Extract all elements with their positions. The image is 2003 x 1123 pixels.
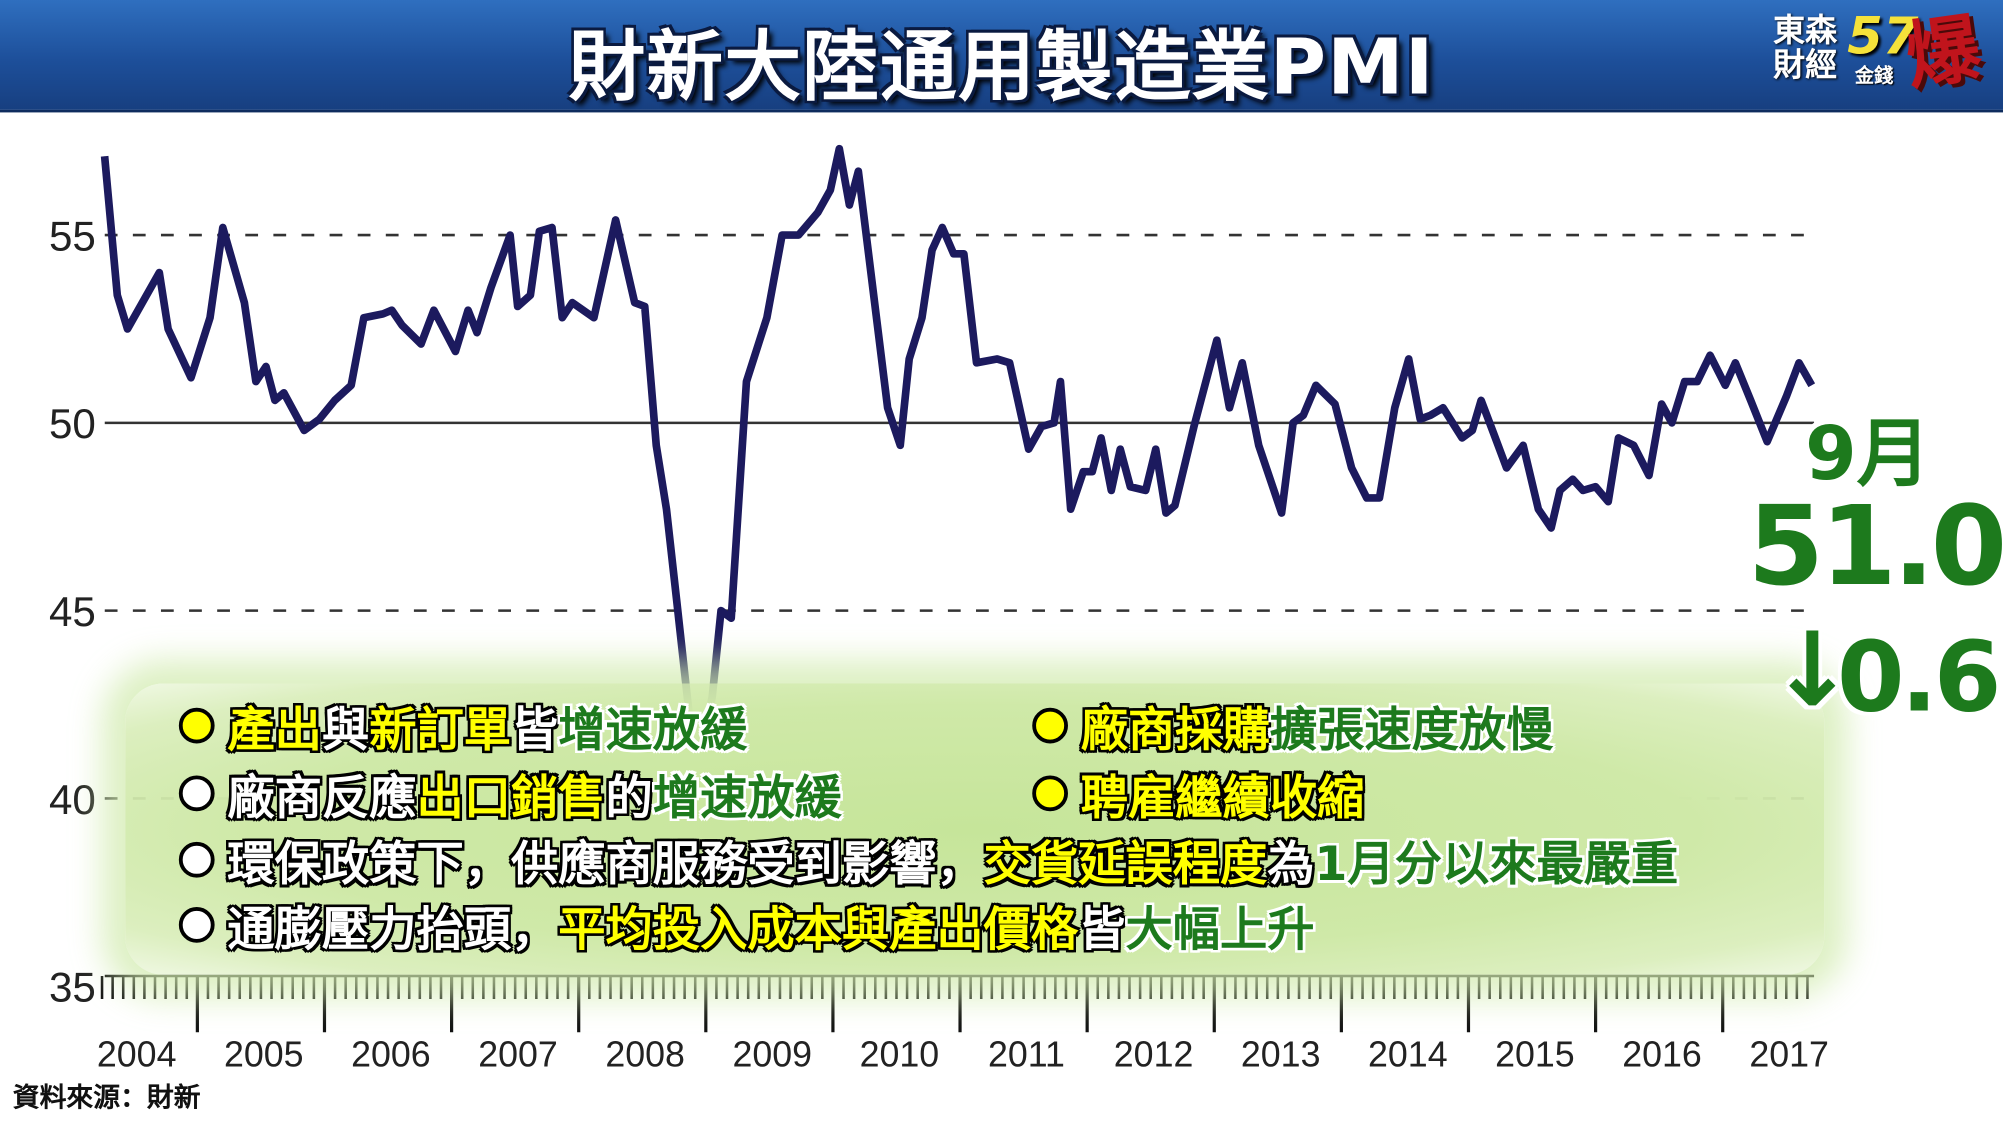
pmi-series-line [105, 149, 1812, 765]
x-tick-label: 2012 [1114, 1035, 1194, 1075]
bullet-segment: 出口銷售 [416, 770, 605, 825]
callout-change: 0.6 [1837, 620, 1998, 734]
x-tick-label: 2011 [988, 1035, 1065, 1075]
bullet-item: 環保政策下，供應商服務受到影響，交貨延誤程度為1月分以來最嚴重 [179, 837, 1678, 893]
bullet-segment: 增速放緩 [653, 770, 842, 825]
bullet-dot-icon [179, 708, 215, 744]
bullet-dot-icon [1032, 775, 1068, 811]
x-tick-label: 2013 [1241, 1035, 1321, 1075]
x-tick-label: 2007 [478, 1035, 558, 1075]
bullet-item: 廠商反應出口銷售的增速放緩 [179, 770, 842, 826]
x-tick-label: 2005 [224, 1035, 304, 1075]
bullet-segment: 皆 [511, 703, 558, 758]
x-tick-label: 2006 [351, 1035, 431, 1075]
bullet-segment: 聘雇繼續收縮 [1081, 770, 1365, 825]
bullet-segment: 平均投入成本與產出價格 [558, 902, 1078, 957]
source-note: 資料來源：財新 [13, 1077, 201, 1115]
x-tick-label: 2010 [860, 1035, 940, 1075]
y-tick-label: 50 [49, 400, 96, 447]
bullet-segment: 1月分以來最嚴重 [1315, 837, 1679, 892]
bullet-dot-icon [1032, 708, 1068, 744]
bullet-dot-icon [179, 842, 215, 878]
bullet-segment: 的 [606, 770, 653, 825]
bullet-item: 廠商採購擴張速度放慢 [1032, 703, 1553, 759]
bullet-segment: 增速放緩 [558, 703, 747, 758]
bullet-item: 聘雇繼續收縮 [1032, 770, 1364, 826]
bullet-segment: 廠商反應 [227, 770, 416, 825]
bullet-segment: 廠商採購 [1081, 703, 1270, 758]
bullet-segment: 皆 [1078, 902, 1125, 957]
bullet-segment: 產出 [227, 703, 322, 758]
x-tick-label: 2009 [732, 1035, 812, 1075]
bullet-dot-icon [179, 907, 215, 943]
x-tick-label: 2004 [97, 1035, 177, 1075]
bullet-segment: 交貨延誤程度 [984, 837, 1268, 892]
bullet-dot-icon [179, 775, 215, 811]
bullet-segment: 環保政策下，供應商服務受到影響， [227, 837, 983, 892]
callout-value: 51.0 [1748, 483, 2003, 611]
bullet-item: 通膨壓力抬頭，平均投入成本與產出價格皆大幅上升 [179, 902, 1315, 958]
x-tick-label: 2017 [1749, 1035, 1829, 1075]
x-tick-label: 2015 [1495, 1035, 1575, 1075]
y-tick-label: 40 [49, 776, 96, 823]
bullet-segment: 大幅上升 [1125, 902, 1314, 957]
bullet-segment: 與 [322, 703, 369, 758]
x-tick-label: 2008 [605, 1035, 685, 1075]
x-tick-label: 2014 [1368, 1035, 1448, 1075]
x-tick-label: 2016 [1622, 1035, 1702, 1075]
y-tick-label: 55 [49, 212, 96, 259]
bullet-segment: 為 [1267, 837, 1314, 892]
bullet-segment: 擴張速度放慢 [1270, 703, 1554, 758]
bullet-segment: 新訂單 [369, 703, 511, 758]
y-tick-label: 35 [49, 964, 96, 1011]
bullet-item: 產出與新訂單皆增速放緩 [179, 703, 747, 759]
bullet-segment: 通膨壓力抬頭， [227, 902, 558, 957]
y-tick-label: 45 [49, 588, 96, 635]
